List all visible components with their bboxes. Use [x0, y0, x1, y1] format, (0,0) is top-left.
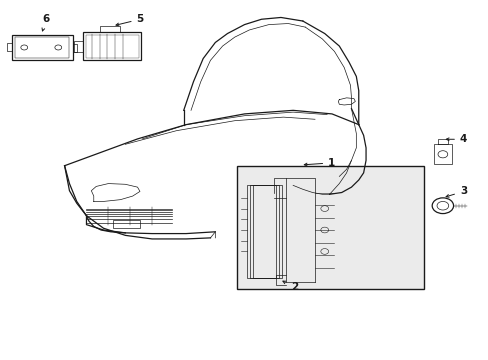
Text: 1: 1 [304, 158, 335, 168]
Bar [252, 185, 282, 278]
Text: 2: 2 [283, 281, 297, 292]
Bar [113, 220, 140, 228]
Text: 3: 3 [445, 186, 466, 197]
Bar [433, 144, 451, 164]
Bar [249, 185, 279, 278]
Text: 6: 6 [42, 14, 50, 31]
Bar [83, 32, 141, 60]
Bar [237, 166, 424, 289]
Bar [246, 185, 276, 278]
Bar [12, 35, 73, 60]
Bar [16, 37, 69, 58]
Bar [85, 35, 139, 58]
Text: 4: 4 [446, 134, 467, 144]
Text: 5: 5 [116, 14, 143, 26]
